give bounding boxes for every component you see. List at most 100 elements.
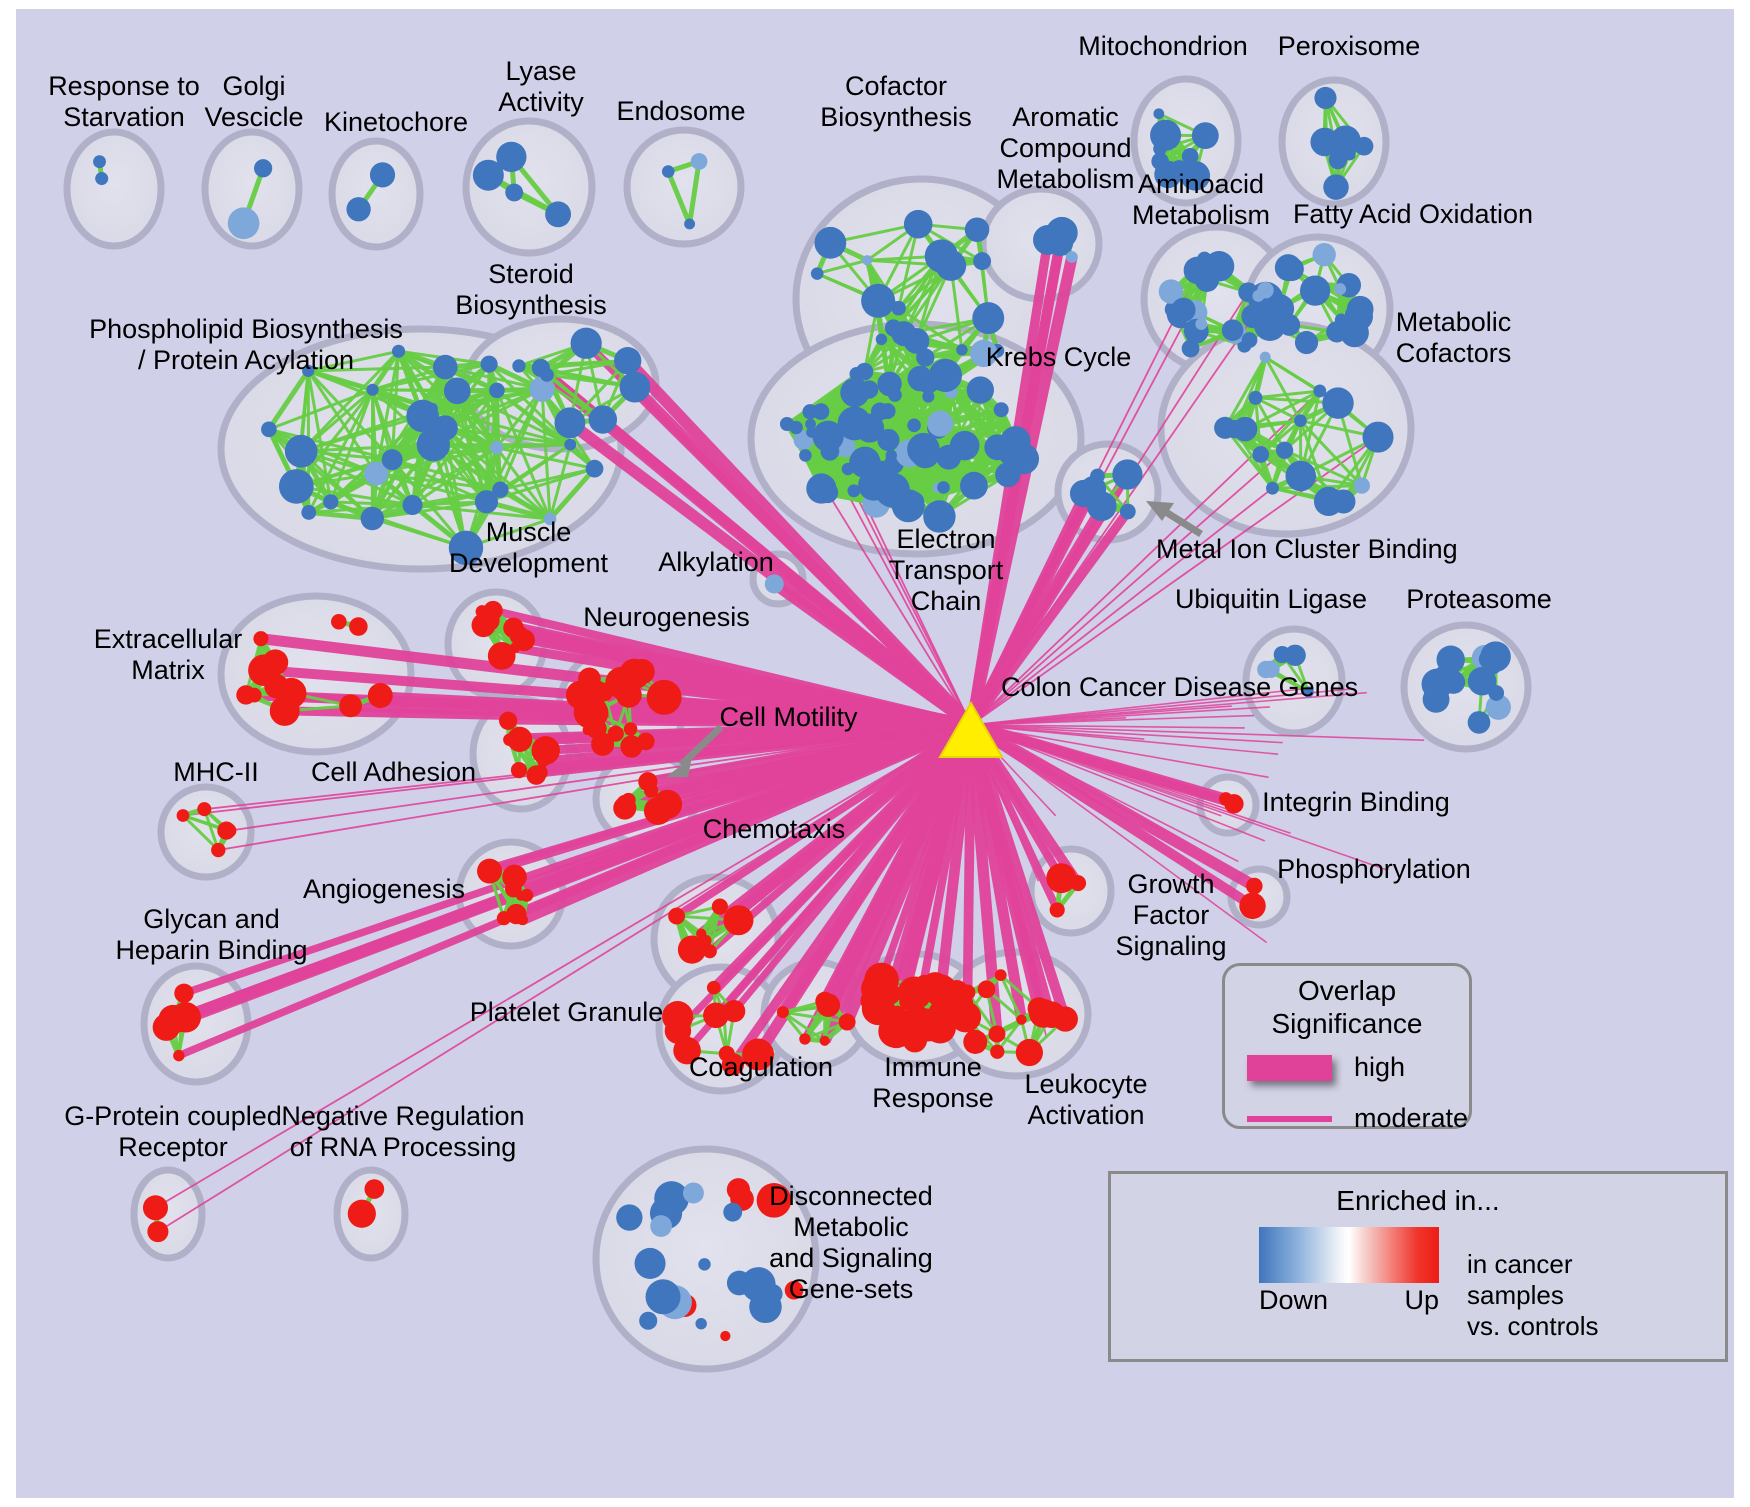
gene-set-node [837, 406, 872, 441]
legend-overlap-item-high: high [1247, 1052, 1469, 1083]
gene-set-node [391, 344, 406, 358]
cluster-label-krebs-cycle: Krebs Cycle [985, 342, 1132, 372]
gene-set-node [605, 666, 637, 699]
cluster-label-electron-transport-chain: Electron Transport Chain [888, 524, 1004, 616]
gene-set-node [711, 898, 728, 915]
gene-set-node [1436, 677, 1454, 694]
hub-edge [970, 724, 1222, 817]
intra-edge [296, 484, 413, 507]
cluster-label-integrin-binding: Integrin Binding [1262, 787, 1450, 817]
cluster-label-peroxisome: Peroxisome [1277, 31, 1421, 61]
legend-overlap-item-moderate: moderate [1247, 1103, 1469, 1134]
intra-edge [307, 349, 399, 373]
gene-set-node [1180, 161, 1211, 191]
gene-set-node [886, 1005, 908, 1028]
gene-set-node [650, 1215, 672, 1237]
gene-set-node [960, 471, 988, 500]
gene-set-node [1354, 136, 1374, 156]
gene-set-node [910, 439, 940, 469]
gene-set-node [1086, 491, 1117, 521]
cluster-label-golgi-vescicle: Golgi Vescicle [204, 71, 304, 132]
gene-set-node [531, 736, 560, 765]
gene-set-node [369, 162, 396, 188]
gene-set-node [331, 613, 347, 630]
gene-set-node [510, 762, 528, 779]
gene-set-node [994, 969, 1007, 982]
gene-set-node [1016, 1014, 1027, 1025]
intra-edge [499, 443, 572, 491]
gene-set-node [861, 283, 896, 318]
intra-edge [390, 351, 401, 460]
gene-set-node [301, 505, 317, 520]
hub-edge [542, 719, 972, 767]
cluster-label-kinetochore: Kinetochore [323, 107, 469, 137]
cluster-label-disconnected-gene-sets: Disconnected Metabolic and Signaling Gen… [769, 1181, 933, 1304]
cluster-label-aminoacid-metabolism: Aminoacid Metabolism [1131, 169, 1271, 230]
hub-edge [916, 724, 976, 1000]
gene-set-node [993, 402, 1009, 418]
gene-set-node [142, 1195, 169, 1221]
hub-edge [969, 720, 1236, 809]
gene-set-node [346, 197, 371, 222]
gene-set-node [1312, 242, 1336, 267]
gene-set-node [764, 574, 784, 594]
gene-set-node [812, 404, 824, 415]
intra-edge [540, 389, 552, 520]
intra-edge [411, 389, 499, 506]
intra-edge [307, 389, 374, 514]
gene-set-node [540, 367, 554, 382]
hub-edge [182, 724, 972, 817]
legend-overlap-significance: Overlap Significance high moderate [1222, 963, 1472, 1133]
gene-set-node [586, 718, 607, 739]
intra-edge [548, 466, 597, 521]
hub-edge [970, 724, 1425, 742]
cluster-hull-mhc-ii [157, 783, 255, 881]
cluster-hull-endosome [623, 126, 745, 248]
network-graph [63, 75, 1532, 1373]
gene-set-node [95, 172, 109, 186]
cluster-label-proteasome: Proteasome [1406, 584, 1552, 614]
intra-edge [782, 1010, 848, 1024]
gene-set-node [545, 201, 572, 228]
intra-edge [782, 1010, 826, 1043]
gene-set-node [1279, 257, 1304, 282]
hub-edge [771, 579, 975, 730]
gene-set-node [644, 783, 659, 798]
hub-edge [674, 721, 974, 920]
gene-set-node [471, 613, 496, 638]
gene-set-node [899, 993, 917, 1011]
enriched-side-label: in cancer samples vs. controls [1467, 1249, 1599, 1341]
gene-set-node [924, 239, 959, 273]
gene-set-node [472, 159, 504, 191]
gene-set-node [1181, 148, 1199, 165]
gene-set-node [1015, 1038, 1043, 1067]
gene-set-node [1273, 645, 1291, 664]
hub-edge [828, 722, 976, 1009]
gene-set-node [1284, 644, 1306, 666]
gene-set-node [364, 1179, 385, 1199]
gene-set-node [776, 1006, 789, 1019]
gene-set-node [275, 677, 307, 709]
hub-edge [853, 490, 972, 726]
gene-set-node [877, 428, 900, 452]
gene-set-node [1467, 711, 1491, 734]
gene-set-node [668, 907, 686, 925]
gene-set-node [402, 495, 423, 516]
gene-set-node [1346, 295, 1374, 323]
cluster-hull-golgi-vescicle [201, 128, 303, 250]
gene-set-node [903, 209, 933, 239]
gene-set-node [680, 946, 693, 959]
gene-set-node [1311, 277, 1323, 290]
overlap-moderate-label: moderate [1354, 1103, 1469, 1133]
colon-cancer-hub-node[interactable] [938, 700, 1004, 758]
gene-set-node [227, 207, 260, 240]
hub-edge [157, 724, 972, 1233]
gene-set-node [381, 449, 403, 471]
intra-edge [897, 306, 963, 352]
enriched-down-label: Down [1259, 1285, 1329, 1315]
gene-set-node [661, 165, 675, 178]
gene-set-node [594, 682, 614, 702]
gene-set-node [1259, 351, 1271, 363]
hub-edge [970, 487, 1274, 726]
gene-set-node [885, 449, 897, 462]
